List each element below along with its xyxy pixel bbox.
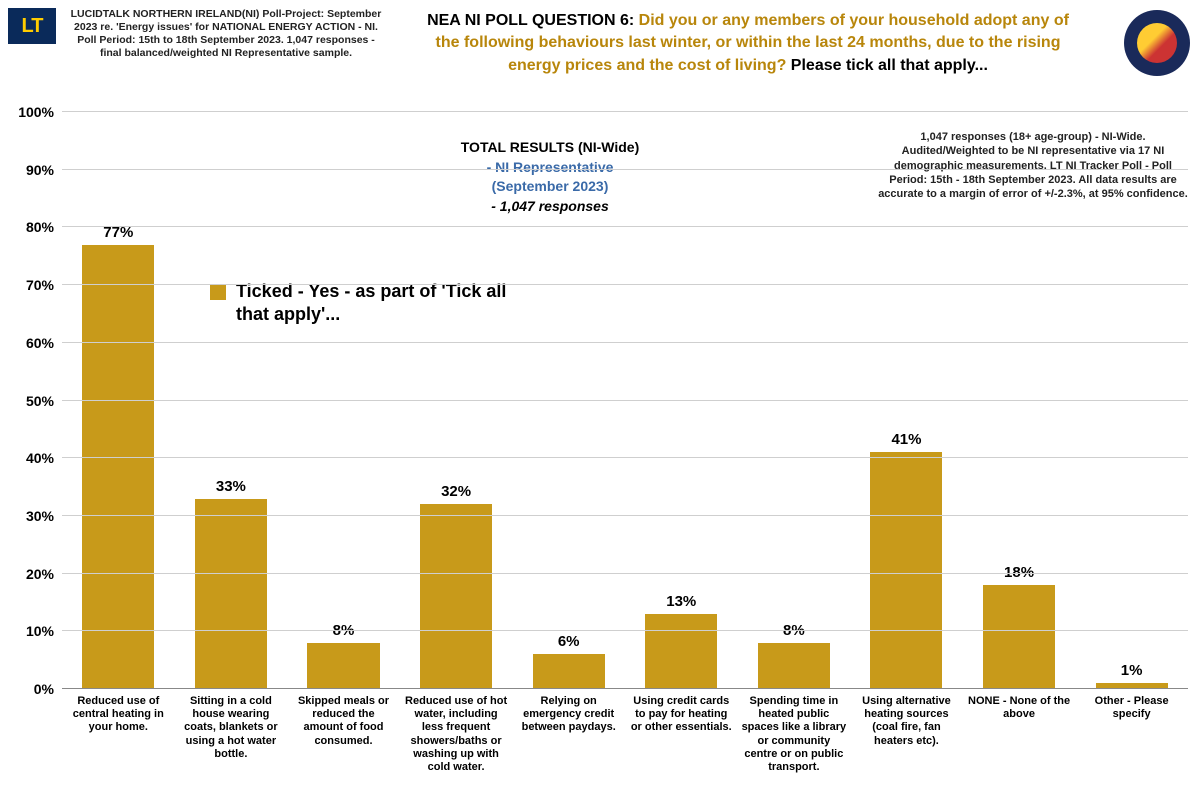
bar <box>420 504 492 689</box>
bar-column: 6% <box>512 112 625 689</box>
gridline <box>62 400 1188 401</box>
x-axis-labels: Reduced use of central heating in your h… <box>62 691 1188 795</box>
x-axis-label: Reduced use of hot water, including less… <box>400 691 513 795</box>
bar <box>195 499 267 689</box>
gridline <box>62 515 1188 516</box>
project-note: LUCIDTALK NORTHERN IRELAND(NI) Poll-Proj… <box>66 8 386 61</box>
bar-value-label: 41% <box>891 431 921 448</box>
y-tick-label: 70% <box>0 277 54 293</box>
y-tick-label: 10% <box>0 623 54 639</box>
bar-column: 33% <box>175 112 288 689</box>
bar-value-label: 33% <box>216 478 246 495</box>
bar <box>82 245 154 689</box>
gridline <box>62 169 1188 170</box>
y-tick-label: 80% <box>0 219 54 235</box>
x-axis-label: Reduced use of central heating in your h… <box>62 691 175 795</box>
x-axis-label: Other - Please specify <box>1075 691 1188 795</box>
bar <box>645 614 717 689</box>
gridline <box>62 342 1188 343</box>
bar <box>307 643 379 689</box>
nea-logo-inner <box>1137 23 1177 63</box>
bar-value-label: 1% <box>1121 662 1143 679</box>
x-axis-label: Relying on emergency credit between payd… <box>512 691 625 795</box>
gridline <box>62 457 1188 458</box>
y-tick-label: 40% <box>0 450 54 466</box>
header-row: LT LUCIDTALK NORTHERN IRELAND(NI) Poll-P… <box>8 8 1192 108</box>
gridline <box>62 111 1188 112</box>
y-tick-label: 30% <box>0 508 54 524</box>
bar-value-label: 13% <box>666 593 696 610</box>
question-lead: NEA NI POLL QUESTION 6: <box>427 12 639 29</box>
y-tick-label: 60% <box>0 335 54 351</box>
nea-logo <box>1124 10 1190 76</box>
bar-column: 32% <box>400 112 513 689</box>
bar-column: 18% <box>963 112 1076 689</box>
bar-column: 41% <box>850 112 963 689</box>
y-tick-label: 0% <box>0 681 54 697</box>
bar <box>870 452 942 689</box>
bar <box>983 585 1055 689</box>
gridline <box>62 226 1188 227</box>
bar-value-label: 6% <box>558 633 580 650</box>
x-axis-label: Using credit cards to pay for heating or… <box>625 691 738 795</box>
y-tick-label: 20% <box>0 566 54 582</box>
gridline <box>62 630 1188 631</box>
bar-column: 8% <box>287 112 400 689</box>
poll-question: NEA NI POLL QUESTION 6: Did you or any m… <box>418 10 1078 77</box>
gridline <box>62 284 1188 285</box>
y-tick-label: 50% <box>0 393 54 409</box>
y-axis-labels: 0%10%20%30%40%50%60%70%80%90%100% <box>0 112 60 689</box>
y-tick-label: 90% <box>0 162 54 178</box>
x-axis-label: Spending time in heated public spaces li… <box>738 691 851 795</box>
x-axis-label: Using alternative heating sources (coal … <box>850 691 963 795</box>
x-axis-label: NONE - None of the above <box>963 691 1076 795</box>
bar <box>758 643 830 689</box>
bar <box>533 654 605 689</box>
question-tail: Please tick all that apply... <box>791 57 988 74</box>
bar-column: 8% <box>738 112 851 689</box>
lt-logo: LT <box>8 8 56 44</box>
bar-column: 13% <box>625 112 738 689</box>
x-axis-label: Sitting in a cold house wearing coats, b… <box>175 691 288 795</box>
gridline <box>62 688 1188 689</box>
bar-column: 1% <box>1075 112 1188 689</box>
x-axis-label: Skipped meals or reduced the amount of f… <box>287 691 400 795</box>
bar-column: 77% <box>62 112 175 689</box>
gridline <box>62 573 1188 574</box>
y-tick-label: 100% <box>0 104 54 120</box>
plot: 77% 33% 8% 32% 6% 13% 8% 41% 18% 1% <box>62 112 1188 689</box>
bar-value-label: 32% <box>441 483 471 500</box>
chart-area: 77% 33% 8% 32% 6% 13% 8% 41% 18% 1% <box>62 112 1188 689</box>
bars-container: 77% 33% 8% 32% 6% 13% 8% 41% 18% 1% <box>62 112 1188 689</box>
